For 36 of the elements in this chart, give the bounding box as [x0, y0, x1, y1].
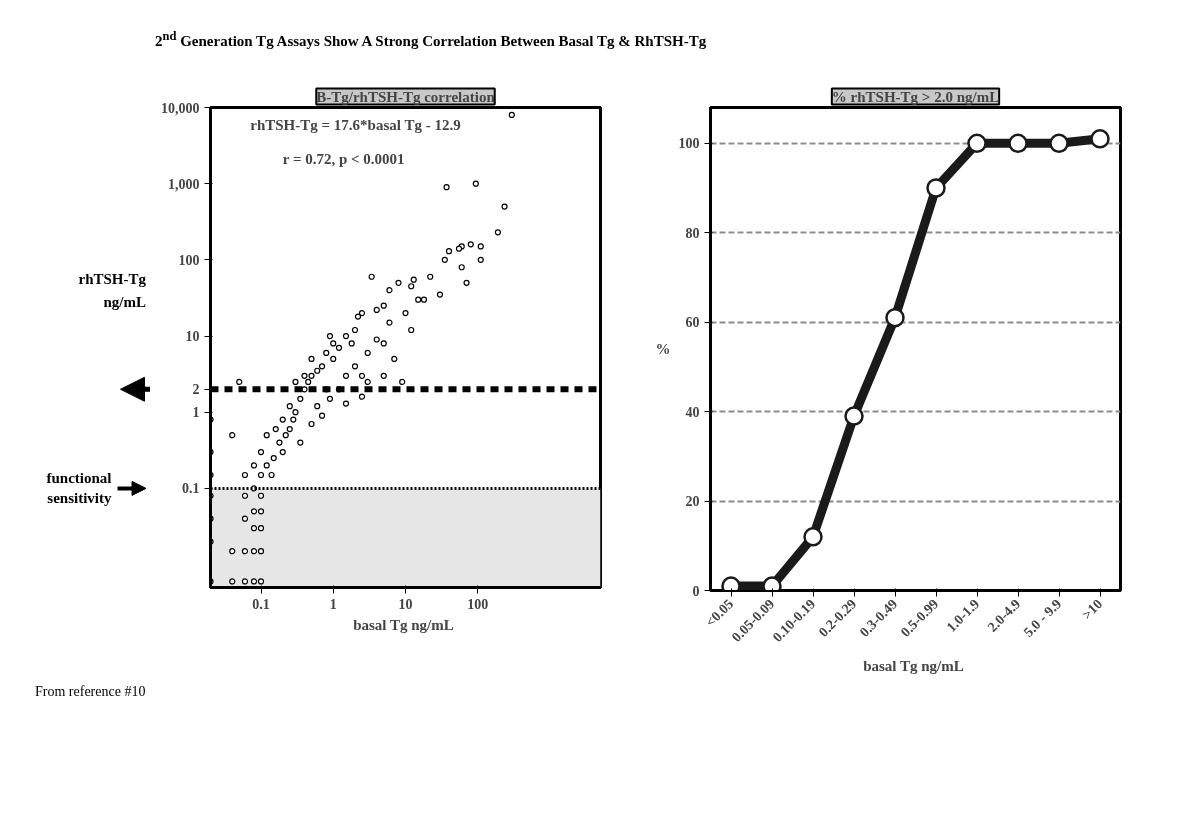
y-axis-title: rhTSH-Tg ng/mL: [78, 271, 147, 311]
y-tick-label: 0.1: [182, 481, 200, 497]
point: [844, 406, 864, 427]
y-tick-label: 100: [678, 136, 700, 152]
y-tick-label: 100: [178, 253, 200, 269]
x-tick-label: 0.1: [252, 596, 270, 612]
y-tick-label: 10,000: [161, 100, 200, 116]
ref-line-label: functional sensitivity: [46, 470, 112, 507]
point: [1008, 133, 1028, 154]
x-tick-label: 1: [329, 596, 337, 612]
y-tick-label: 0: [692, 583, 700, 599]
chart-title: 2$^{nd}$ Generation Tg Assays Show A Strong Correlation Between Basal Tg & RhTSH-Tg: [155, 29, 707, 49]
point: [1049, 133, 1069, 154]
y-tick-label: 20: [685, 494, 700, 510]
y-tick-label: 60: [685, 315, 700, 331]
y-axis-title: %: [655, 341, 671, 358]
y-tick-label: 40: [685, 405, 700, 421]
x-tick-label: >10: [1079, 596, 1106, 623]
y-tick-label: 2: [192, 382, 200, 398]
y-tick-label: 1: [192, 405, 200, 421]
text: From reference #10: [35, 683, 146, 702]
x-tick-label: 10: [398, 596, 413, 612]
annotation: rhTSH-Tg = 17.6*basal Tg - 12.9: [250, 117, 461, 134]
x-axis-title: basal Tg ng/mL: [353, 616, 454, 633]
y-tick-label: 10: [185, 329, 200, 345]
annotation: r = 0.72, p < 0.0001: [282, 151, 405, 168]
point: [967, 133, 987, 154]
y-tick-label: 1,000: [168, 177, 200, 193]
x-axis-title: basal Tg ng/mL: [863, 658, 964, 675]
point: [885, 308, 905, 328]
point: [1090, 129, 1110, 149]
point: [926, 178, 946, 199]
point: [803, 527, 823, 547]
y-tick-label: 80: [685, 226, 700, 242]
x-tick-label: 100: [467, 596, 489, 612]
x-tick-label: 5.0 - 9.9: [1020, 596, 1065, 641]
